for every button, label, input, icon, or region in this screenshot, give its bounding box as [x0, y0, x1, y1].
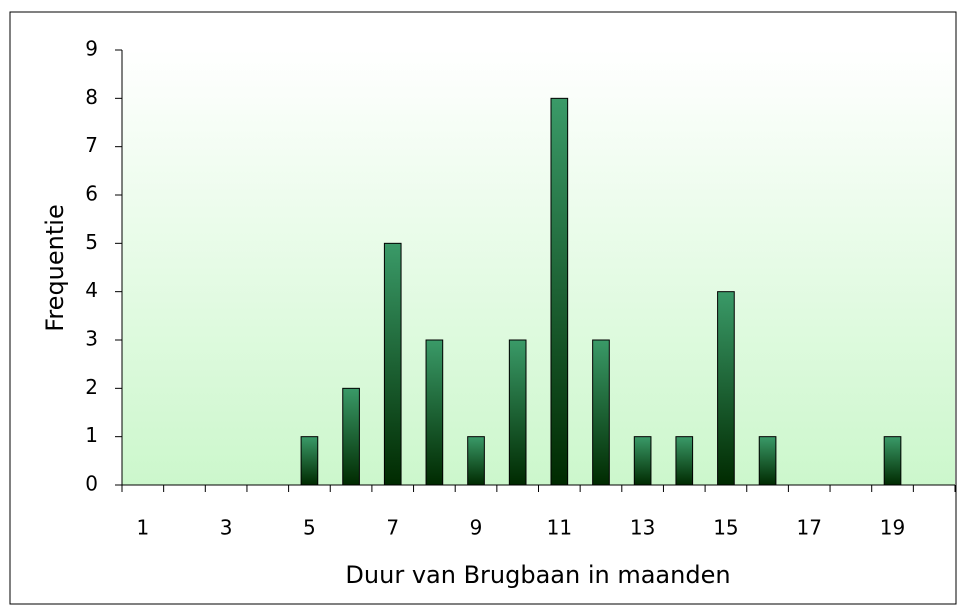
y-axis-title: Frequentie — [41, 204, 69, 331]
bar — [550, 97, 569, 486]
bar — [592, 339, 610, 486]
y-tick-label: 0 — [85, 472, 98, 496]
y-tick-label: 8 — [85, 85, 98, 109]
x-tick-label: 3 — [220, 516, 233, 540]
bar — [633, 436, 652, 486]
bar — [342, 387, 360, 486]
bar — [300, 436, 319, 486]
x-axis-title: Duur van Brugbaan in maanden — [345, 561, 730, 589]
bar — [508, 339, 527, 486]
y-tick-label: 5 — [85, 230, 98, 254]
x-tick-label: 19 — [880, 516, 905, 540]
bar — [675, 436, 694, 486]
y-tick-label: 7 — [85, 133, 98, 157]
x-tick-label: 13 — [630, 516, 655, 540]
bar — [425, 339, 444, 486]
x-tick-label: 1 — [136, 516, 149, 540]
x-tick-label: 9 — [470, 516, 483, 540]
bar — [717, 291, 735, 486]
x-tick-label: 17 — [796, 516, 821, 540]
bar — [883, 436, 902, 486]
y-tick-label: 3 — [85, 327, 98, 351]
y-tick-label: 6 — [85, 182, 98, 206]
x-tick-label: 5 — [303, 516, 316, 540]
plot-area — [122, 50, 955, 485]
y-tick-label: 2 — [85, 375, 98, 399]
bar — [758, 436, 777, 486]
y-tick-label: 9 — [85, 37, 98, 61]
y-tick-label: 1 — [85, 423, 98, 447]
x-tick-label: 15 — [713, 516, 738, 540]
x-tick-label: 11 — [547, 516, 572, 540]
bar — [383, 242, 402, 486]
x-tick-label: 7 — [386, 516, 399, 540]
y-tick-label: 4 — [85, 278, 98, 302]
bar — [467, 436, 485, 486]
